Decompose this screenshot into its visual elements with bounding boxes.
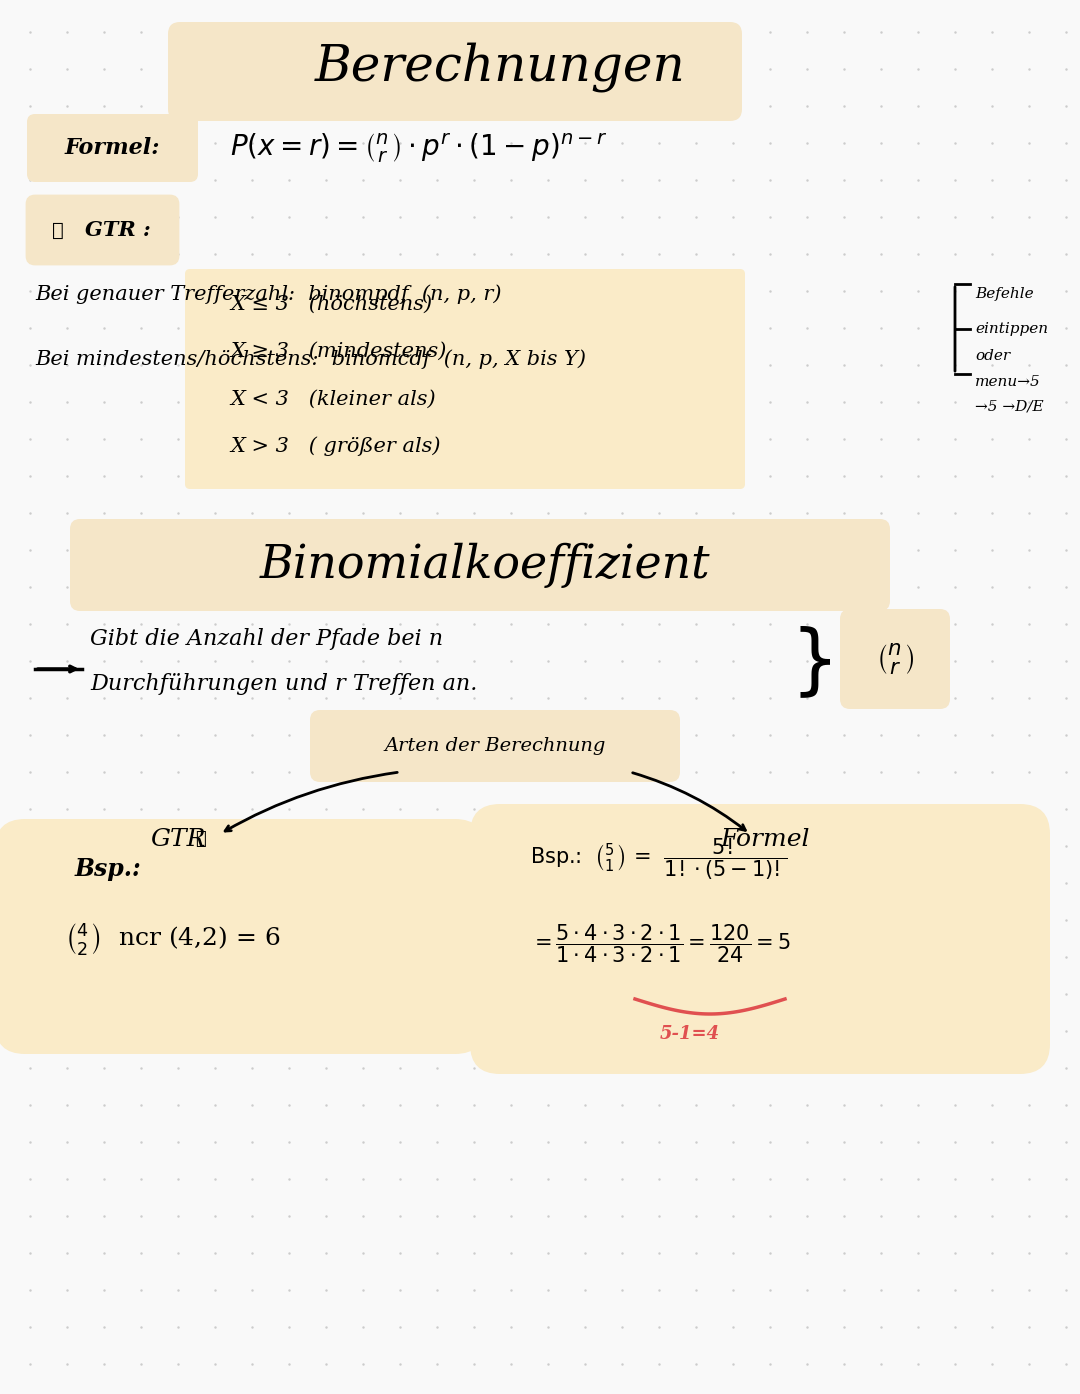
Text: Durchführungen und r Treffen an.: Durchführungen und r Treffen an. — [90, 673, 477, 696]
Text: $= \dfrac{5 \cdot 4 \cdot 3 \cdot 2 \cdot 1}{1 \cdot 4 \cdot 3 \cdot 2 \cdot 1} : $= \dfrac{5 \cdot 4 \cdot 3 \cdot 2 \cdo… — [530, 923, 791, 965]
Text: Bei mindestens/höchstens:  binomcdf  (n, p, X bis Y): Bei mindestens/höchstens: binomcdf (n, p… — [35, 348, 586, 369]
Text: 🖩: 🖩 — [195, 829, 206, 848]
Text: $\}$: $\}$ — [789, 625, 831, 700]
Text: →5 →D/E: →5 →D/E — [975, 399, 1043, 413]
Text: Bsp.:: Bsp.: — [75, 857, 141, 881]
FancyBboxPatch shape — [310, 710, 680, 782]
Text: 🖩: 🖩 — [52, 220, 64, 240]
Text: $\binom{4}{2}$  ncr (4,2) = 6: $\binom{4}{2}$ ncr (4,2) = 6 — [65, 921, 281, 958]
FancyBboxPatch shape — [185, 269, 745, 489]
FancyBboxPatch shape — [840, 609, 950, 710]
Text: Berechnungen: Berechnungen — [314, 42, 686, 92]
Text: X < 3   (kleiner als): X < 3 (kleiner als) — [230, 389, 435, 408]
Text: X ≥ 3   (mindestens): X ≥ 3 (mindestens) — [230, 342, 446, 361]
Text: 5-1=4: 5-1=4 — [660, 1025, 720, 1043]
Text: Formel:: Formel: — [64, 137, 160, 159]
Text: menu→5: menu→5 — [975, 375, 1041, 389]
Text: $P(x=r) = \binom{n}{r} \cdot p^r \cdot (1-p)^{n-r}$: $P(x=r) = \binom{n}{r} \cdot p^r \cdot (… — [230, 131, 607, 164]
FancyBboxPatch shape — [0, 820, 485, 1054]
Text: eintippen: eintippen — [975, 322, 1048, 336]
Text: Gibt die Anzahl der Pfade bei n: Gibt die Anzahl der Pfade bei n — [90, 629, 443, 650]
Text: GTR: GTR — [150, 828, 205, 850]
Text: Binomialkoeffizient: Binomialkoeffizient — [260, 542, 711, 588]
Text: Befehle: Befehle — [975, 287, 1034, 301]
Text: $\binom{n}{r}$: $\binom{n}{r}$ — [876, 641, 915, 677]
Text: X > 3   ( größer als): X > 3 ( größer als) — [230, 436, 441, 456]
Text: X ≤ 3   (höchstens): X ≤ 3 (höchstens) — [230, 294, 432, 314]
Text: Arten der Berechnung: Arten der Berechnung — [384, 737, 606, 756]
FancyBboxPatch shape — [70, 519, 890, 611]
Text: Bsp.:  $\binom{5}{1}$ =  $\dfrac{5!}{1! \cdot (5-1)!}$: Bsp.: $\binom{5}{1}$ = $\dfrac{5!}{1! \c… — [530, 836, 787, 882]
FancyBboxPatch shape — [27, 197, 178, 263]
FancyBboxPatch shape — [27, 114, 198, 183]
Text: GTR :: GTR : — [85, 220, 151, 240]
Text: Formel: Formel — [720, 828, 810, 850]
Text: Bei genauer Trefferzahl:  binompdf  (n, p, r): Bei genauer Trefferzahl: binompdf (n, p,… — [35, 284, 501, 304]
FancyBboxPatch shape — [168, 22, 742, 121]
Text: oder: oder — [975, 348, 1010, 362]
FancyBboxPatch shape — [470, 804, 1050, 1073]
